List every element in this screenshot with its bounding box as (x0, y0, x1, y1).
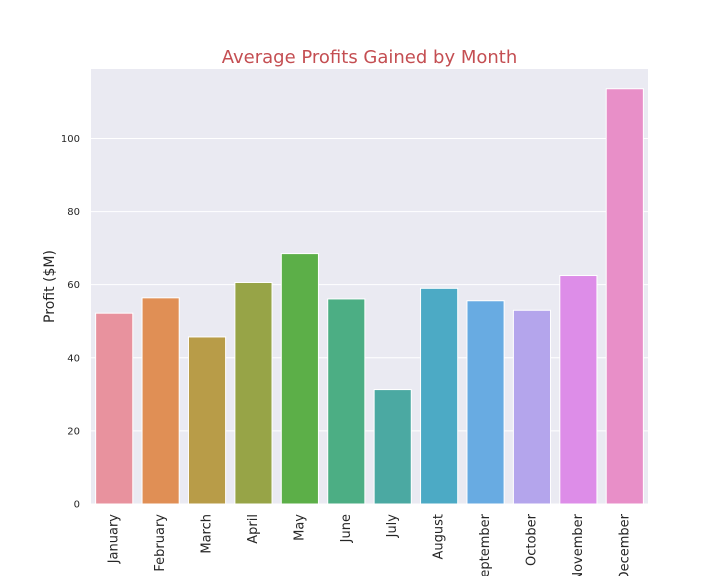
bar-february (141, 297, 180, 505)
bar-december (605, 88, 644, 505)
bar-november (559, 275, 598, 505)
chart-title: Average Profits Gained by Month (222, 47, 518, 68)
x-axis-ticks: January February March April May June July Augu… (107, 513, 633, 576)
plot-background (91, 69, 648, 504)
x-tick-label: January (107, 514, 122, 565)
x-tick-label: April (246, 514, 261, 544)
y-axis-ticks: 0 20 40 60 80 100 (61, 134, 80, 511)
x-tick-label: November (571, 513, 586, 576)
y-tick-label: 40 (67, 353, 80, 364)
x-tick-label: February (153, 514, 168, 572)
y-tick-label: 20 (67, 426, 80, 437)
y-tick-label: 60 (67, 280, 80, 291)
bar-july (373, 389, 412, 505)
x-tick-label: July (385, 514, 400, 539)
x-tick-label: August (432, 514, 447, 560)
bar-january (95, 312, 134, 505)
bar-september (466, 300, 505, 505)
y-tick-label: 0 (74, 500, 80, 511)
y-tick-label: 80 (67, 207, 80, 218)
x-tick-label: June (339, 514, 354, 543)
bar-june (327, 298, 366, 505)
y-tick-label: 100 (61, 134, 80, 145)
x-tick-label: September (478, 513, 493, 576)
x-tick-label: May (292, 514, 307, 541)
bar-october (512, 309, 552, 505)
bar-august (420, 287, 459, 505)
x-tick-label: December (617, 513, 632, 576)
x-tick-label: March (200, 514, 215, 554)
bar-april (234, 281, 273, 505)
x-tick-label: October (524, 513, 539, 566)
bar-may (280, 253, 319, 505)
y-axis-label: Profit ($M) (42, 250, 58, 323)
bar-march (187, 336, 227, 505)
bars (95, 88, 644, 505)
gridlines (91, 137, 648, 505)
